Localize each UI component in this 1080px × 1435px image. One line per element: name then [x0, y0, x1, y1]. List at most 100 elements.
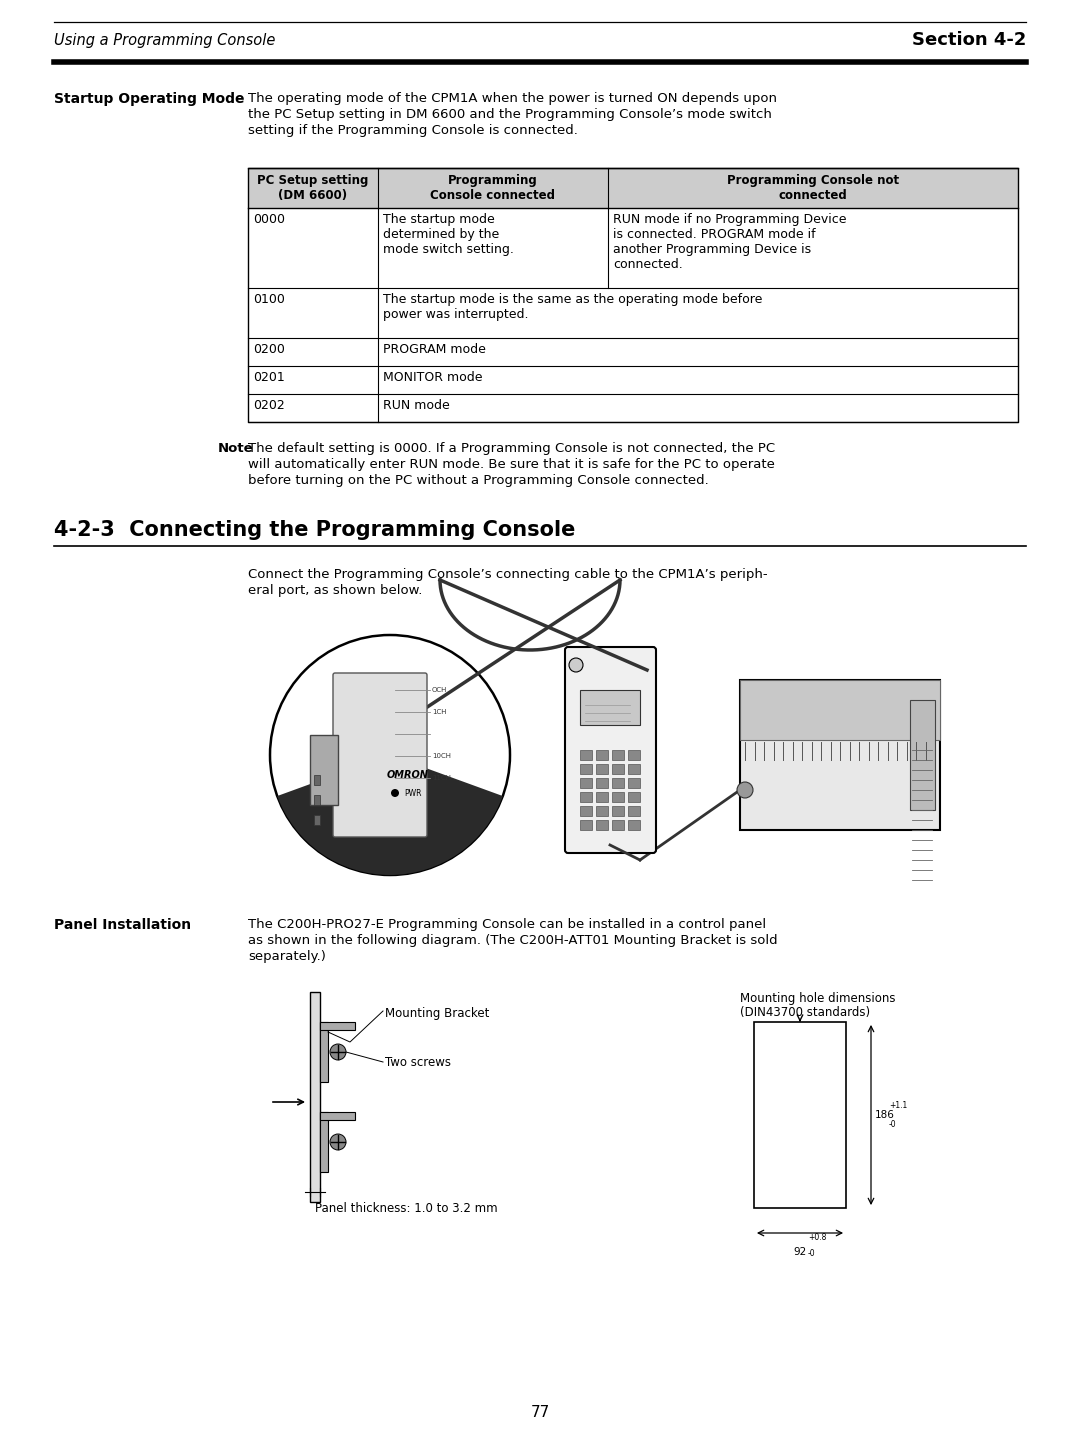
Bar: [580, 792, 592, 802]
Text: The startup mode is the same as the operating mode before: The startup mode is the same as the oper…: [383, 293, 762, 306]
Text: RUN mode if no Programming Device: RUN mode if no Programming Device: [613, 212, 847, 225]
Bar: [248, 168, 1018, 208]
Text: 11CH: 11CH: [432, 775, 451, 781]
Bar: [910, 700, 935, 809]
Text: eral port, as shown below.: eral port, as shown below.: [248, 584, 422, 597]
Bar: [612, 751, 624, 761]
Text: 10CH: 10CH: [432, 753, 451, 759]
Text: 0000: 0000: [253, 212, 285, 225]
Text: OMRON: OMRON: [387, 771, 429, 781]
Bar: [314, 775, 320, 785]
Bar: [627, 792, 640, 802]
Text: Section 4-2: Section 4-2: [912, 32, 1026, 49]
FancyBboxPatch shape: [565, 647, 656, 852]
Bar: [612, 778, 624, 788]
Bar: [320, 1022, 328, 1082]
Bar: [580, 819, 592, 829]
Bar: [596, 819, 608, 829]
Text: Two screws: Two screws: [384, 1056, 451, 1069]
Text: The startup mode: The startup mode: [383, 212, 495, 225]
Text: -0: -0: [889, 1119, 896, 1129]
Text: Programming Console not
connected: Programming Console not connected: [727, 174, 899, 202]
Bar: [754, 1022, 846, 1208]
Text: 0201: 0201: [253, 372, 285, 385]
Text: another Programming Device is: another Programming Device is: [613, 243, 811, 255]
Text: 1CH: 1CH: [432, 709, 446, 715]
Bar: [320, 1022, 355, 1030]
Text: Mounting Bracket: Mounting Bracket: [384, 1007, 489, 1020]
Bar: [580, 778, 592, 788]
Text: +1.1: +1.1: [889, 1101, 907, 1111]
Text: before turning on the PC without a Programming Console connected.: before turning on the PC without a Progr…: [248, 474, 708, 486]
Circle shape: [569, 659, 583, 672]
Bar: [612, 806, 624, 817]
Text: +0.8: +0.8: [808, 1233, 826, 1243]
Text: is connected. PROGRAM mode if: is connected. PROGRAM mode if: [613, 228, 815, 241]
Text: separately.): separately.): [248, 950, 326, 963]
Text: The operating mode of the CPM1A when the power is turned ON depends upon: The operating mode of the CPM1A when the…: [248, 92, 777, 105]
Bar: [627, 778, 640, 788]
Text: Mounting hole dimensions: Mounting hole dimensions: [740, 992, 895, 1004]
Text: 186: 186: [875, 1111, 895, 1119]
Text: Startup Operating Mode: Startup Operating Mode: [54, 92, 244, 106]
Bar: [580, 763, 592, 773]
Text: PWR: PWR: [404, 788, 421, 798]
Bar: [627, 819, 640, 829]
Text: RUN mode: RUN mode: [383, 399, 449, 412]
Text: Panel Installation: Panel Installation: [54, 918, 191, 931]
Text: 0202: 0202: [253, 399, 285, 412]
Bar: [627, 751, 640, 761]
Text: connected.: connected.: [613, 258, 683, 271]
Bar: [596, 778, 608, 788]
Bar: [314, 795, 320, 805]
Text: PC Setup setting
(DM 6600): PC Setup setting (DM 6600): [257, 174, 368, 202]
Text: mode switch setting.: mode switch setting.: [383, 243, 514, 255]
Text: -0: -0: [808, 1248, 815, 1258]
Bar: [612, 763, 624, 773]
Text: The C200H-PRO27-E Programming Console can be installed in a control panel: The C200H-PRO27-E Programming Console ca…: [248, 918, 766, 931]
Bar: [596, 751, 608, 761]
Text: 77: 77: [530, 1405, 550, 1421]
Text: 92: 92: [794, 1247, 807, 1257]
Bar: [596, 763, 608, 773]
Bar: [740, 680, 940, 740]
Bar: [596, 806, 608, 817]
Text: (DIN43700 standards): (DIN43700 standards): [740, 1006, 870, 1019]
Text: Connect the Programming Console’s connecting cable to the CPM1A’s periph-: Connect the Programming Console’s connec…: [248, 568, 768, 581]
Bar: [248, 168, 1018, 422]
Bar: [596, 792, 608, 802]
Bar: [314, 815, 320, 825]
Text: 0100: 0100: [253, 293, 285, 306]
Text: as shown in the following diagram. (The C200H-ATT01 Mounting Bracket is sold: as shown in the following diagram. (The …: [248, 934, 778, 947]
Text: Programming
Console connected: Programming Console connected: [431, 174, 555, 202]
Bar: [612, 792, 624, 802]
Text: The default setting is 0000. If a Programming Console is not connected, the PC: The default setting is 0000. If a Progra…: [248, 442, 775, 455]
Bar: [612, 819, 624, 829]
Text: the PC Setup setting in DM 6600 and the Programming Console’s mode switch: the PC Setup setting in DM 6600 and the …: [248, 108, 772, 121]
Text: power was interrupted.: power was interrupted.: [383, 309, 528, 321]
Text: PROGRAM mode: PROGRAM mode: [383, 343, 486, 356]
Bar: [627, 806, 640, 817]
Text: will automatically enter RUN mode. Be sure that it is safe for the PC to operate: will automatically enter RUN mode. Be su…: [248, 458, 774, 471]
Text: MONITOR mode: MONITOR mode: [383, 372, 483, 385]
Circle shape: [330, 1045, 346, 1060]
Bar: [310, 735, 338, 805]
Circle shape: [737, 782, 753, 798]
Bar: [580, 806, 592, 817]
Text: setting if the Programming Console is connected.: setting if the Programming Console is co…: [248, 123, 578, 136]
Bar: [320, 1112, 355, 1119]
Bar: [580, 690, 640, 725]
Circle shape: [330, 1134, 346, 1149]
FancyBboxPatch shape: [333, 673, 427, 837]
Text: OCH: OCH: [432, 687, 447, 693]
Circle shape: [391, 789, 399, 796]
Text: determined by the: determined by the: [383, 228, 499, 241]
Text: Panel thickness: 1.0 to 3.2 mm: Panel thickness: 1.0 to 3.2 mm: [315, 1203, 498, 1215]
Bar: [320, 1112, 328, 1172]
Bar: [627, 763, 640, 773]
Text: 4-2-3  Connecting the Programming Console: 4-2-3 Connecting the Programming Console: [54, 519, 576, 540]
Bar: [310, 992, 320, 1203]
Bar: [580, 751, 592, 761]
Text: Note: Note: [218, 442, 254, 455]
Bar: [740, 680, 940, 829]
